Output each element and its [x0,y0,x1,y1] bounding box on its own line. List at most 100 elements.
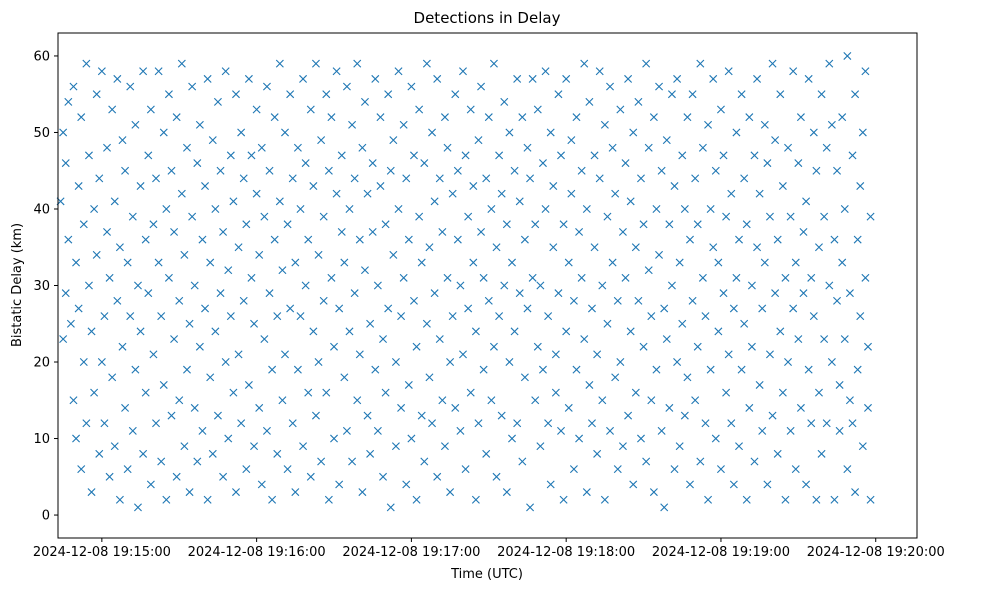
data-point [206,258,215,267]
data-point [283,465,292,474]
data-point [750,457,759,466]
data-point [686,235,694,244]
data-point [425,243,434,252]
data-point [655,82,664,91]
data-point [182,365,191,374]
data-point [812,166,821,175]
y-axis: 0 10 20 30 40 50 60 [33,49,58,524]
data-point [776,90,785,99]
data-point [247,151,256,160]
data-point [255,403,264,412]
data-point [693,220,702,229]
data-point [611,189,620,198]
data-point [587,419,596,428]
data-point [123,258,132,267]
data-point [466,388,475,397]
data-point [397,312,406,321]
data-point [647,396,656,405]
data-point [848,151,857,160]
data-point [229,197,238,206]
data-point [167,166,176,175]
data-point [389,250,398,259]
data-point [567,136,576,145]
data-point [162,495,171,504]
data-point [786,212,795,221]
data-point [203,495,212,504]
data-point [662,136,671,145]
data-point [858,442,867,451]
data-point [732,128,741,137]
data-point [87,327,96,336]
data-point [301,281,310,290]
data-point [701,312,710,321]
data-point [420,159,429,168]
data-point [827,120,836,129]
data-point [394,204,403,213]
data-point [497,189,506,198]
data-point [141,235,150,244]
data-point [133,503,142,512]
data-point [688,90,697,99]
data-point [417,411,426,420]
data-point [784,358,793,367]
data-point [342,82,351,91]
data-point [286,90,295,99]
data-point [536,281,545,290]
data-point [309,327,318,336]
data-point [814,388,823,397]
data-point [311,59,320,68]
data-point [435,174,444,183]
data-point [391,358,400,367]
data-point [636,174,645,183]
data-point [250,319,259,328]
data-point [366,449,375,458]
data-point [461,151,470,160]
data-point [683,113,692,122]
data-point [84,151,93,160]
x-tick-label: 2024-12-08 19:19:00 [652,545,790,560]
data-point [569,296,578,305]
data-point [778,182,787,191]
data-point [796,113,805,122]
data-point [198,235,207,244]
data-point [384,90,393,99]
data-point [549,243,558,252]
data-point [306,472,315,481]
data-point [397,403,406,412]
data-point [784,143,793,152]
data-point [332,67,341,76]
data-point [157,312,166,321]
data-point [252,105,261,114]
y-tick-label: 30 [33,279,50,294]
data-point [299,74,308,83]
data-point [575,434,584,443]
data-point [154,67,163,76]
data-point [195,342,204,351]
data-point [840,204,849,213]
data-point [446,488,455,497]
data-point [515,197,524,206]
data-point [675,442,684,451]
data-point [139,67,148,76]
data-point [108,373,117,382]
data-point [208,136,217,145]
data-point [735,235,743,244]
data-point [531,220,540,229]
data-point [750,151,759,160]
data-point [595,174,604,183]
data-point [729,304,738,313]
data-point [729,480,738,489]
data-point [763,480,772,489]
data-point [384,304,393,313]
data-point [613,296,622,305]
data-point [505,128,514,137]
data-point [660,304,669,313]
data-point [825,59,834,68]
data-point [368,159,377,168]
data-point [575,227,584,236]
data-point [600,495,609,504]
data-point [379,472,388,481]
data-point [497,411,506,420]
data-point [569,465,578,474]
data-point [430,289,439,298]
